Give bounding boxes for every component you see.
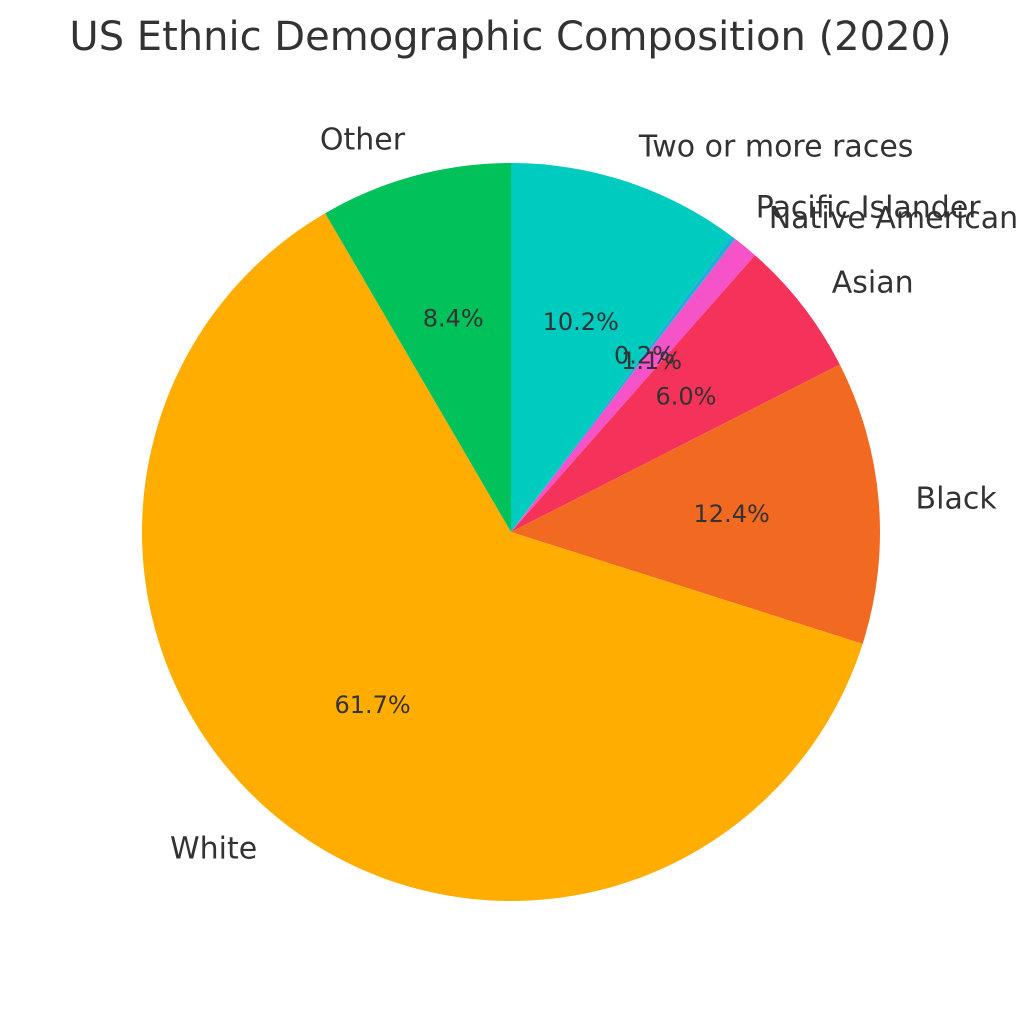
pie-slice-pacific-islander xyxy=(511,236,736,532)
slice-percent-asian: 6.0% xyxy=(655,382,716,410)
slice-percent-pacific-islander: 0.2% xyxy=(614,341,675,369)
pie-slice-native-american xyxy=(511,239,756,532)
pie-slice-asian xyxy=(511,255,840,532)
pie-slice-white xyxy=(141,213,863,902)
slice-label-asian: Asian xyxy=(832,266,914,301)
pie-slice-two-or-more-races xyxy=(511,163,732,532)
pie-slices xyxy=(141,163,880,902)
pie-labels: Two or more races 10.2% Pacific Islander 0.… xyxy=(170,123,1018,867)
slice-label-other: Other xyxy=(320,123,406,158)
pie-slice-other xyxy=(325,163,511,532)
slice-percent-black: 12.4% xyxy=(694,500,770,528)
pie-slice-black xyxy=(511,364,880,644)
slice-label-two-or-more-races: Two or more races xyxy=(638,129,914,164)
slice-percent-native-american: 1.1% xyxy=(621,347,682,375)
slice-label-white: White xyxy=(170,831,257,866)
slice-label-black: Black xyxy=(916,481,998,516)
chart-title: US Ethnic Demographic Composition (2020) xyxy=(69,14,952,60)
slice-percent-white: 61.7% xyxy=(334,691,410,719)
slice-label-native-american: Native American xyxy=(769,201,1018,236)
slice-label-pacific-islander: Pacific Islander xyxy=(756,191,982,226)
slice-percent-other: 8.4% xyxy=(423,304,484,332)
slice-percent-two-or-more-races: 10.2% xyxy=(543,308,619,336)
